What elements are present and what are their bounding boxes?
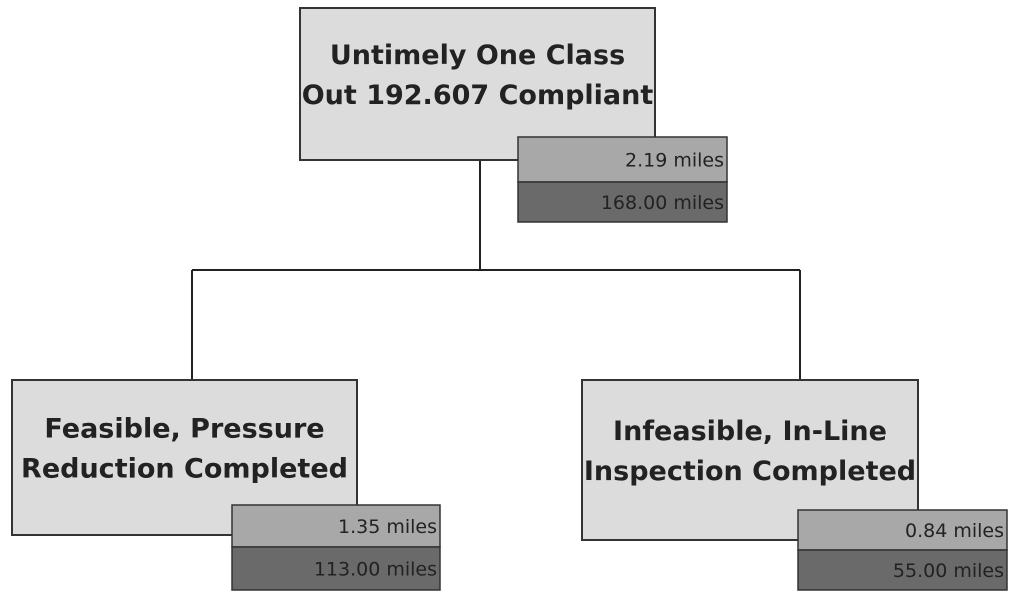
node-label: Infeasible, In-Line (613, 416, 887, 447)
value-box-dark (231, 546, 441, 591)
connector (191, 160, 801, 380)
value-text: 0.84 miles (905, 520, 1004, 542)
node-box (11, 379, 358, 536)
value-text: 168.00 miles (601, 192, 724, 214)
value-box-dark (797, 549, 1008, 591)
node-box (299, 7, 656, 161)
value-text: 2.19 miles (625, 150, 724, 172)
node-label: Reduction Completed (21, 454, 348, 485)
value-text: 55.00 miles (893, 560, 1004, 582)
value-text: 1.35 miles (338, 516, 437, 538)
value-box-light (517, 136, 728, 183)
node-label: Feasible, Pressure (44, 414, 324, 445)
value-box-dark (517, 181, 728, 223)
node-label: Out 192.607 Compliant (302, 80, 654, 111)
node-label: Inspection Completed (584, 456, 916, 487)
node-label: Untimely One Class (330, 40, 625, 71)
value-text: 113.00 miles (314, 559, 437, 581)
value-box-light (797, 509, 1008, 551)
